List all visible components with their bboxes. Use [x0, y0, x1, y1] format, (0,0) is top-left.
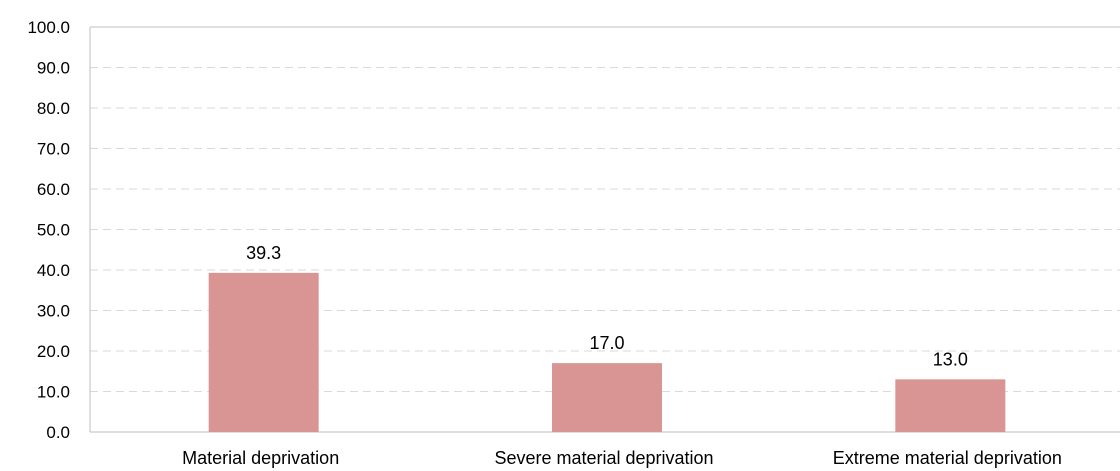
- y-tick-label: 80.0: [37, 99, 70, 118]
- y-tick-label: 50.0: [37, 221, 70, 240]
- data-label: 17.0: [589, 333, 624, 353]
- y-tick-label: 40.0: [37, 261, 70, 280]
- data-labels: 39.3 17.0 13.0: [246, 243, 968, 370]
- y-tick-label: 100.0: [27, 18, 70, 37]
- x-category-label: Severe material deprivation: [494, 448, 713, 468]
- data-label: 39.3: [246, 243, 281, 263]
- y-tick-label: 70.0: [37, 140, 70, 159]
- bar: [209, 273, 319, 432]
- y-tick-label: 20.0: [37, 342, 70, 361]
- bar: [552, 363, 662, 432]
- y-tick-label: 30.0: [37, 302, 70, 321]
- y-tick-label: 0.0: [46, 423, 70, 442]
- bar: [895, 379, 1005, 432]
- y-axis-ticks: 0.0 10.0 20.0 30.0 40.0 50.0 60.0 70.0 80.0 90.0 1…: [27, 18, 70, 442]
- y-tick-label: 10.0: [37, 383, 70, 402]
- x-axis-categories: Material deprivation Severe material depr…: [182, 448, 1062, 468]
- x-category-label: Extreme material deprivation: [833, 448, 1062, 468]
- y-tick-label: 90.0: [37, 59, 70, 78]
- y-tick-label: 60.0: [37, 180, 70, 199]
- x-category-label: Material deprivation: [182, 448, 339, 468]
- data-label: 13.0: [933, 349, 968, 369]
